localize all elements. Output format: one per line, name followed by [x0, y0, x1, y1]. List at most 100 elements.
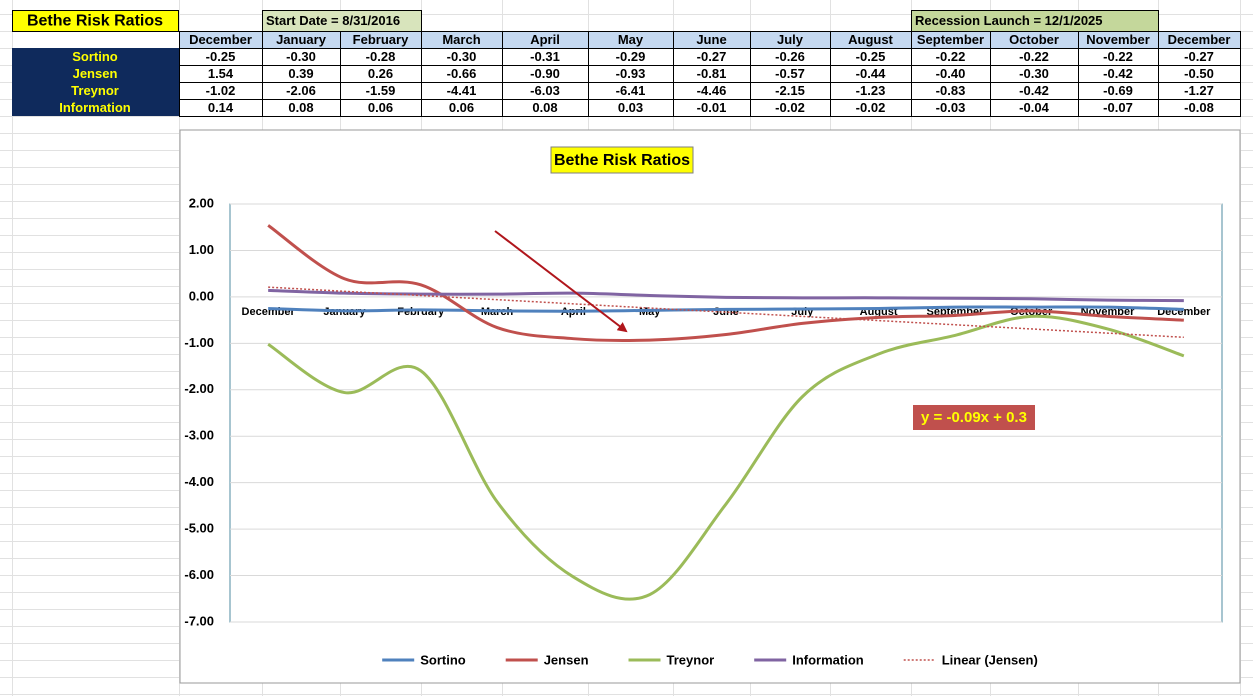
table-cell: -0.83	[936, 83, 966, 98]
table-cell: -0.08	[1184, 100, 1214, 115]
table-cell: -4.46	[697, 83, 727, 98]
column-header: May	[618, 32, 644, 47]
table-cell: -0.29	[616, 49, 646, 64]
y-tick-label: -4.00	[184, 474, 214, 489]
table-cell: -2.06	[286, 83, 316, 98]
row-name-cell	[12, 99, 179, 116]
legend-label: Linear (Jensen)	[942, 652, 1038, 667]
row-name-cell	[12, 82, 179, 99]
table-cell: -0.44	[856, 66, 886, 81]
table-cell: -0.90	[530, 66, 560, 81]
trend-equation: y = -0.09x + 0.3	[921, 409, 1027, 426]
table-cell: 0.26	[368, 66, 393, 81]
cell	[1158, 99, 1241, 117]
table-cell: -0.50	[1184, 66, 1214, 81]
column-header: December	[189, 32, 252, 47]
table-cell: 0.08	[532, 100, 557, 115]
series-line	[268, 305, 1184, 313]
row-name: Sortino	[72, 49, 118, 64]
data-table: Bethe Risk Ratios Start Date = 8/31/2016 R…	[12, 10, 1241, 117]
legend-label: Information	[792, 652, 864, 667]
table-cell: -0.04	[1019, 100, 1049, 115]
plot-area	[229, 203, 1223, 623]
table-cell: 0.03	[618, 100, 643, 115]
table-cell: 0.39	[288, 66, 313, 81]
y-tick-label: 1.00	[189, 242, 214, 257]
table-cell: 0.08	[288, 100, 313, 115]
column-header: February	[353, 32, 409, 47]
sheet-title: Bethe Risk Ratios	[27, 13, 163, 30]
column-header: November	[1086, 32, 1150, 47]
row-name-cell	[12, 65, 179, 82]
row-name: Jensen	[73, 66, 118, 81]
table-cell: -1.02	[206, 83, 236, 98]
table-cell: -0.30	[1019, 66, 1049, 81]
table-cell: -0.27	[697, 49, 727, 64]
series-line	[267, 314, 1185, 601]
plot: 2.00 1.00 0.00 -1.00 -2.00 -3.00 -4.00 -5.00 -6.…	[184, 195, 1222, 628]
table-cell: -1.59	[366, 83, 396, 98]
table-cell: -0.27	[1184, 49, 1214, 64]
x-tick-label: February	[397, 306, 445, 318]
table-cell: -1.23	[856, 83, 886, 98]
y-tick-label: -5.00	[184, 521, 214, 536]
y-tick-label: -3.00	[184, 428, 214, 443]
table-cell: 0.14	[208, 100, 234, 115]
table-cell: -0.25	[856, 49, 886, 64]
table-cell: -0.66	[447, 66, 477, 81]
table-cell: -0.28	[366, 49, 396, 64]
y-tick-label: 0.00	[189, 288, 214, 303]
chart-title: Bethe Risk Ratios	[554, 152, 690, 169]
table-cell: -0.25	[206, 49, 236, 64]
column-header: April	[530, 32, 560, 47]
table-cell: -6.03	[530, 83, 560, 98]
table-cell: -6.41	[616, 83, 646, 98]
table-cell: -4.41	[447, 83, 477, 98]
table-cell: -2.15	[775, 83, 805, 98]
column-header: January	[276, 32, 327, 47]
recession-launch: Recession Launch = 12/1/2025	[915, 13, 1103, 28]
cell	[12, 10, 179, 32]
row-name: Treynor	[71, 83, 119, 98]
table-cell: -0.57	[775, 66, 805, 81]
column-header: June	[696, 32, 726, 47]
row-name-cell	[12, 48, 179, 65]
chart: Bethe Risk Ratios 2.00 1.00 0.00 -1.00 -2.00…	[179, 129, 1241, 684]
table-cell: 0.06	[449, 100, 474, 115]
legend-label: Sortino	[420, 652, 466, 667]
y-tick-label: -1.00	[184, 335, 214, 350]
table-cell: -0.22	[1019, 49, 1049, 64]
table-cell: -0.81	[697, 66, 727, 81]
table-cell: 0.06	[368, 100, 393, 115]
table-cell: -0.03	[936, 100, 966, 115]
table-cell: -0.26	[775, 49, 805, 64]
legend-label: Jensen	[544, 652, 589, 667]
table-cell: -0.93	[616, 66, 646, 81]
table-cell: -0.22	[1103, 49, 1133, 64]
y-tick-label: -7.00	[184, 613, 214, 628]
table-cell: -0.30	[286, 49, 316, 64]
annotation-box	[913, 405, 1035, 430]
series-line	[267, 224, 1184, 342]
table-cell: -0.42	[1103, 66, 1133, 81]
legend-label: Treynor	[667, 652, 715, 667]
y-tick-label: -6.00	[184, 567, 214, 582]
table-cell: 1.54	[208, 66, 234, 81]
table-cell: -1.27	[1184, 83, 1214, 98]
y-tick-label: -2.00	[184, 381, 214, 396]
start-date: Start Date = 8/31/2016	[266, 13, 400, 28]
y-tick-label: 2.00	[189, 195, 214, 210]
series-line	[268, 288, 1184, 303]
table-cell: -0.01	[697, 100, 727, 115]
chart-title-box	[550, 146, 694, 174]
arrow	[494, 230, 628, 333]
column-header: March	[442, 32, 480, 47]
column-header: September	[917, 32, 984, 47]
table-cell: -0.02	[775, 100, 805, 115]
table-cell: -0.07	[1103, 100, 1133, 115]
table-cell: -0.69	[1103, 83, 1133, 98]
row-name: Information	[59, 100, 131, 115]
column-header: October	[1009, 32, 1059, 47]
